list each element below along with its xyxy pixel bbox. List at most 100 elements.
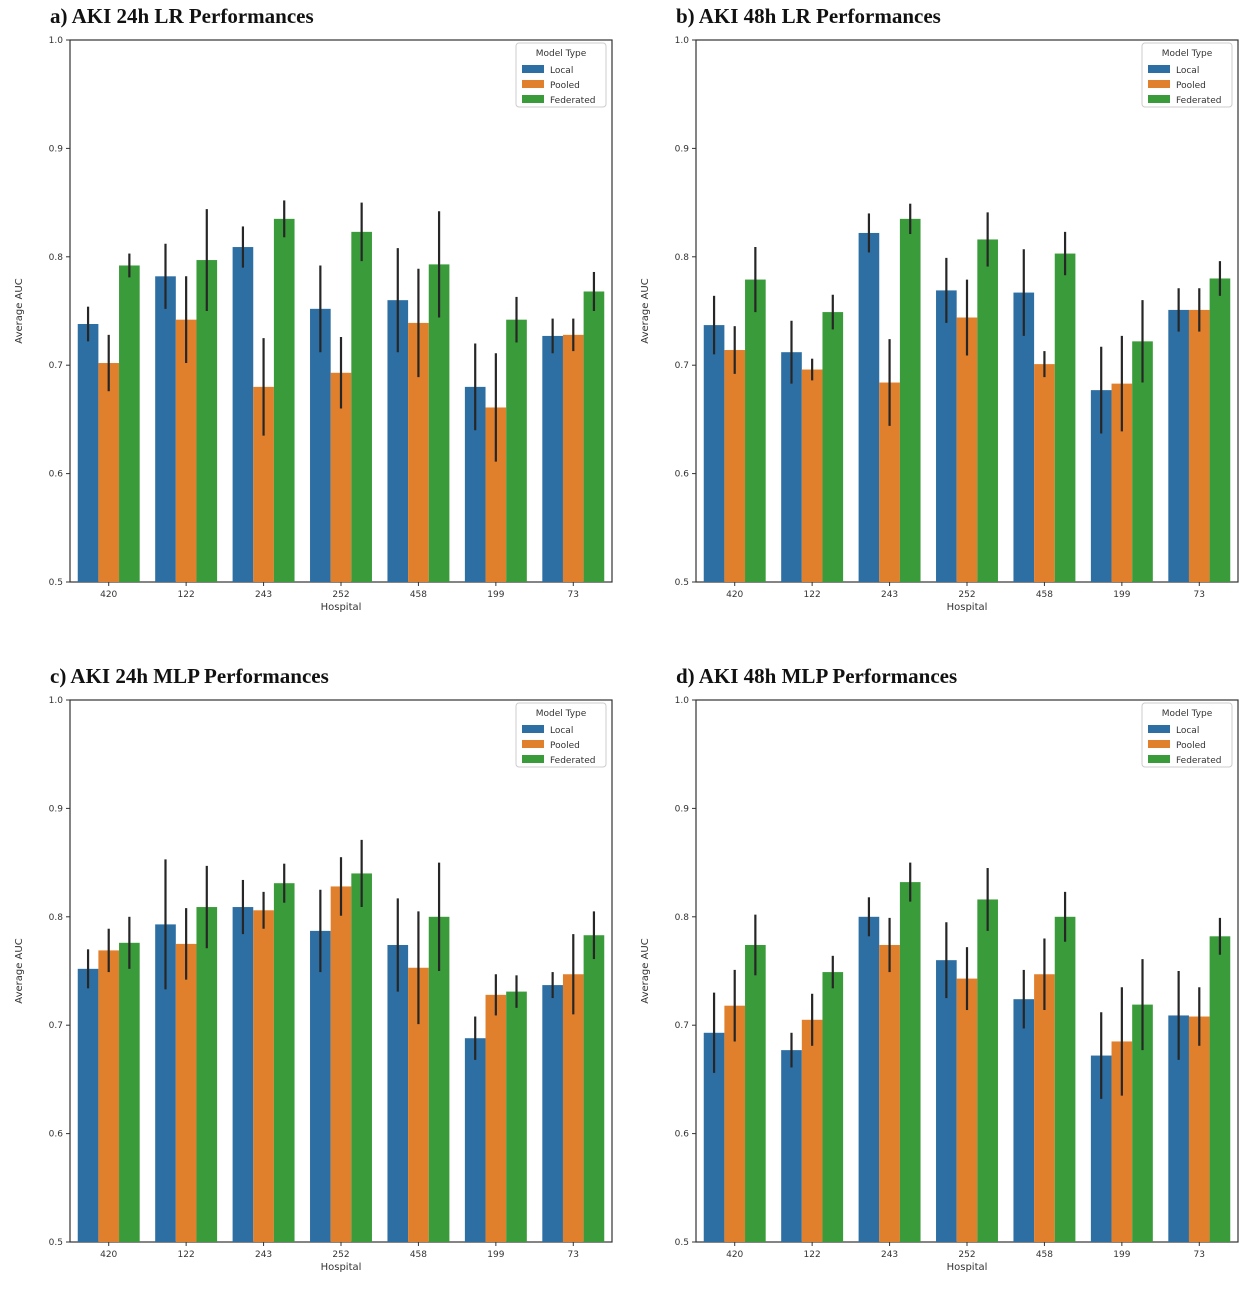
bar — [387, 300, 409, 582]
y-tick-label: 0.7 — [49, 361, 63, 371]
bar — [583, 291, 605, 582]
x-tick-label: 73 — [1194, 1250, 1205, 1260]
bar — [175, 943, 197, 1242]
bar — [310, 308, 331, 582]
bar — [956, 317, 978, 582]
x-axis-label: Hospital — [321, 602, 362, 613]
x-axis-label: Hospital — [321, 1262, 362, 1273]
bar — [408, 967, 429, 1242]
bar — [428, 264, 450, 582]
bar — [899, 882, 921, 1242]
x-axis-label: Hospital — [947, 1262, 988, 1273]
bar — [98, 363, 120, 582]
bar — [155, 924, 176, 1242]
legend-box — [515, 702, 607, 768]
x-tick-label: 252 — [958, 1250, 975, 1260]
x-tick-label: 73 — [1194, 590, 1205, 600]
legend-swatch — [522, 80, 544, 88]
bar — [273, 883, 295, 1242]
bar — [196, 907, 218, 1242]
y-tick-label: 1.0 — [49, 696, 64, 706]
bar — [196, 260, 218, 582]
bar — [1090, 1055, 1112, 1242]
x-tick-label: 458 — [1036, 1250, 1053, 1260]
bar — [977, 239, 998, 582]
bar — [745, 944, 766, 1242]
panel-a: a) AKI 24h LR Performances 0.5 0.6 0.7 0.8 0… — [0, 0, 626, 640]
bar — [822, 972, 844, 1242]
bar — [330, 886, 352, 1242]
bar — [1013, 999, 1035, 1242]
bar — [858, 916, 880, 1242]
legend-label: Federated — [1176, 756, 1221, 766]
y-axis-label: Average AUC — [640, 278, 651, 343]
y-tick-label: 0.9 — [675, 804, 690, 814]
legend-box — [1141, 42, 1233, 108]
legend-title: Model Type — [536, 49, 587, 59]
bar — [464, 1038, 486, 1242]
y-tick-label: 0.5 — [49, 578, 63, 588]
legend-swatch — [522, 95, 544, 103]
y-tick-label: 0.6 — [49, 470, 64, 480]
legend-swatch — [1148, 725, 1170, 733]
x-tick-label: 252 — [332, 590, 349, 600]
y-tick-label: 1.0 — [675, 696, 690, 706]
bar — [155, 276, 176, 582]
x-tick-label: 243 — [255, 590, 272, 600]
bar — [77, 968, 99, 1242]
legend-label: Pooled — [550, 741, 580, 751]
bar — [175, 319, 197, 582]
y-tick-label: 0.9 — [49, 144, 64, 154]
bar — [1209, 278, 1231, 582]
legend-label: Pooled — [550, 81, 580, 91]
bar — [428, 916, 450, 1242]
bar-chart: 0.5 0.6 0.7 0.8 0.9 1.0 420 122 243 252 458 199 73 Ho… — [640, 36, 1239, 613]
x-tick-label: 73 — [568, 590, 579, 600]
x-tick-label: 199 — [487, 590, 504, 600]
x-tick-label: 458 — [410, 1250, 427, 1260]
bar-chart: 0.5 0.6 0.7 0.8 0.9 1.0 420 122 243 252 458 199 73 Ho… — [14, 696, 613, 1273]
legend-swatch — [522, 725, 544, 733]
bar — [253, 910, 274, 1242]
bar — [745, 279, 766, 582]
bar — [822, 312, 844, 582]
x-tick-label: 122 — [804, 1250, 821, 1260]
bar — [1188, 1016, 1210, 1242]
legend-label: Federated — [1176, 96, 1221, 106]
bar — [98, 950, 120, 1242]
bar — [542, 335, 563, 582]
bar — [1090, 390, 1112, 582]
legend-label: Federated — [550, 756, 595, 766]
y-tick-label: 0.6 — [675, 470, 690, 480]
bar — [232, 247, 254, 582]
y-tick-label: 0.5 — [675, 578, 689, 588]
y-tick-label: 0.8 — [49, 913, 64, 923]
x-tick-label: 243 — [255, 1250, 272, 1260]
bar — [703, 1032, 725, 1242]
legend-swatch — [522, 755, 544, 763]
bar — [977, 899, 998, 1242]
legend-swatch — [1148, 740, 1170, 748]
y-tick-label: 0.8 — [675, 913, 690, 923]
x-tick-label: 252 — [958, 590, 975, 600]
legend-title: Model Type — [1162, 49, 1213, 59]
legend-box — [515, 42, 607, 108]
x-tick-label: 420 — [726, 1250, 743, 1260]
bar — [1132, 1004, 1153, 1242]
legend-swatch — [1148, 80, 1170, 88]
legend-label: Local — [1176, 66, 1199, 76]
y-tick-label: 0.8 — [675, 253, 690, 263]
panel-c: c) AKI 24h MLP Performances 0.5 0.6 0.7 0.8… — [0, 660, 626, 1300]
legend-label: Pooled — [1176, 741, 1206, 751]
x-tick-label: 199 — [1113, 1250, 1130, 1260]
bar — [408, 322, 429, 582]
x-tick-label: 199 — [1113, 590, 1130, 600]
legend-label: Local — [550, 66, 573, 76]
y-axis-label: Average AUC — [14, 278, 25, 343]
x-tick-label: 122 — [178, 1250, 195, 1260]
legend-label: Pooled — [1176, 81, 1206, 91]
bar — [273, 218, 295, 583]
y-tick-label: 1.0 — [675, 36, 690, 46]
bar — [781, 1050, 802, 1242]
bar — [464, 386, 486, 582]
